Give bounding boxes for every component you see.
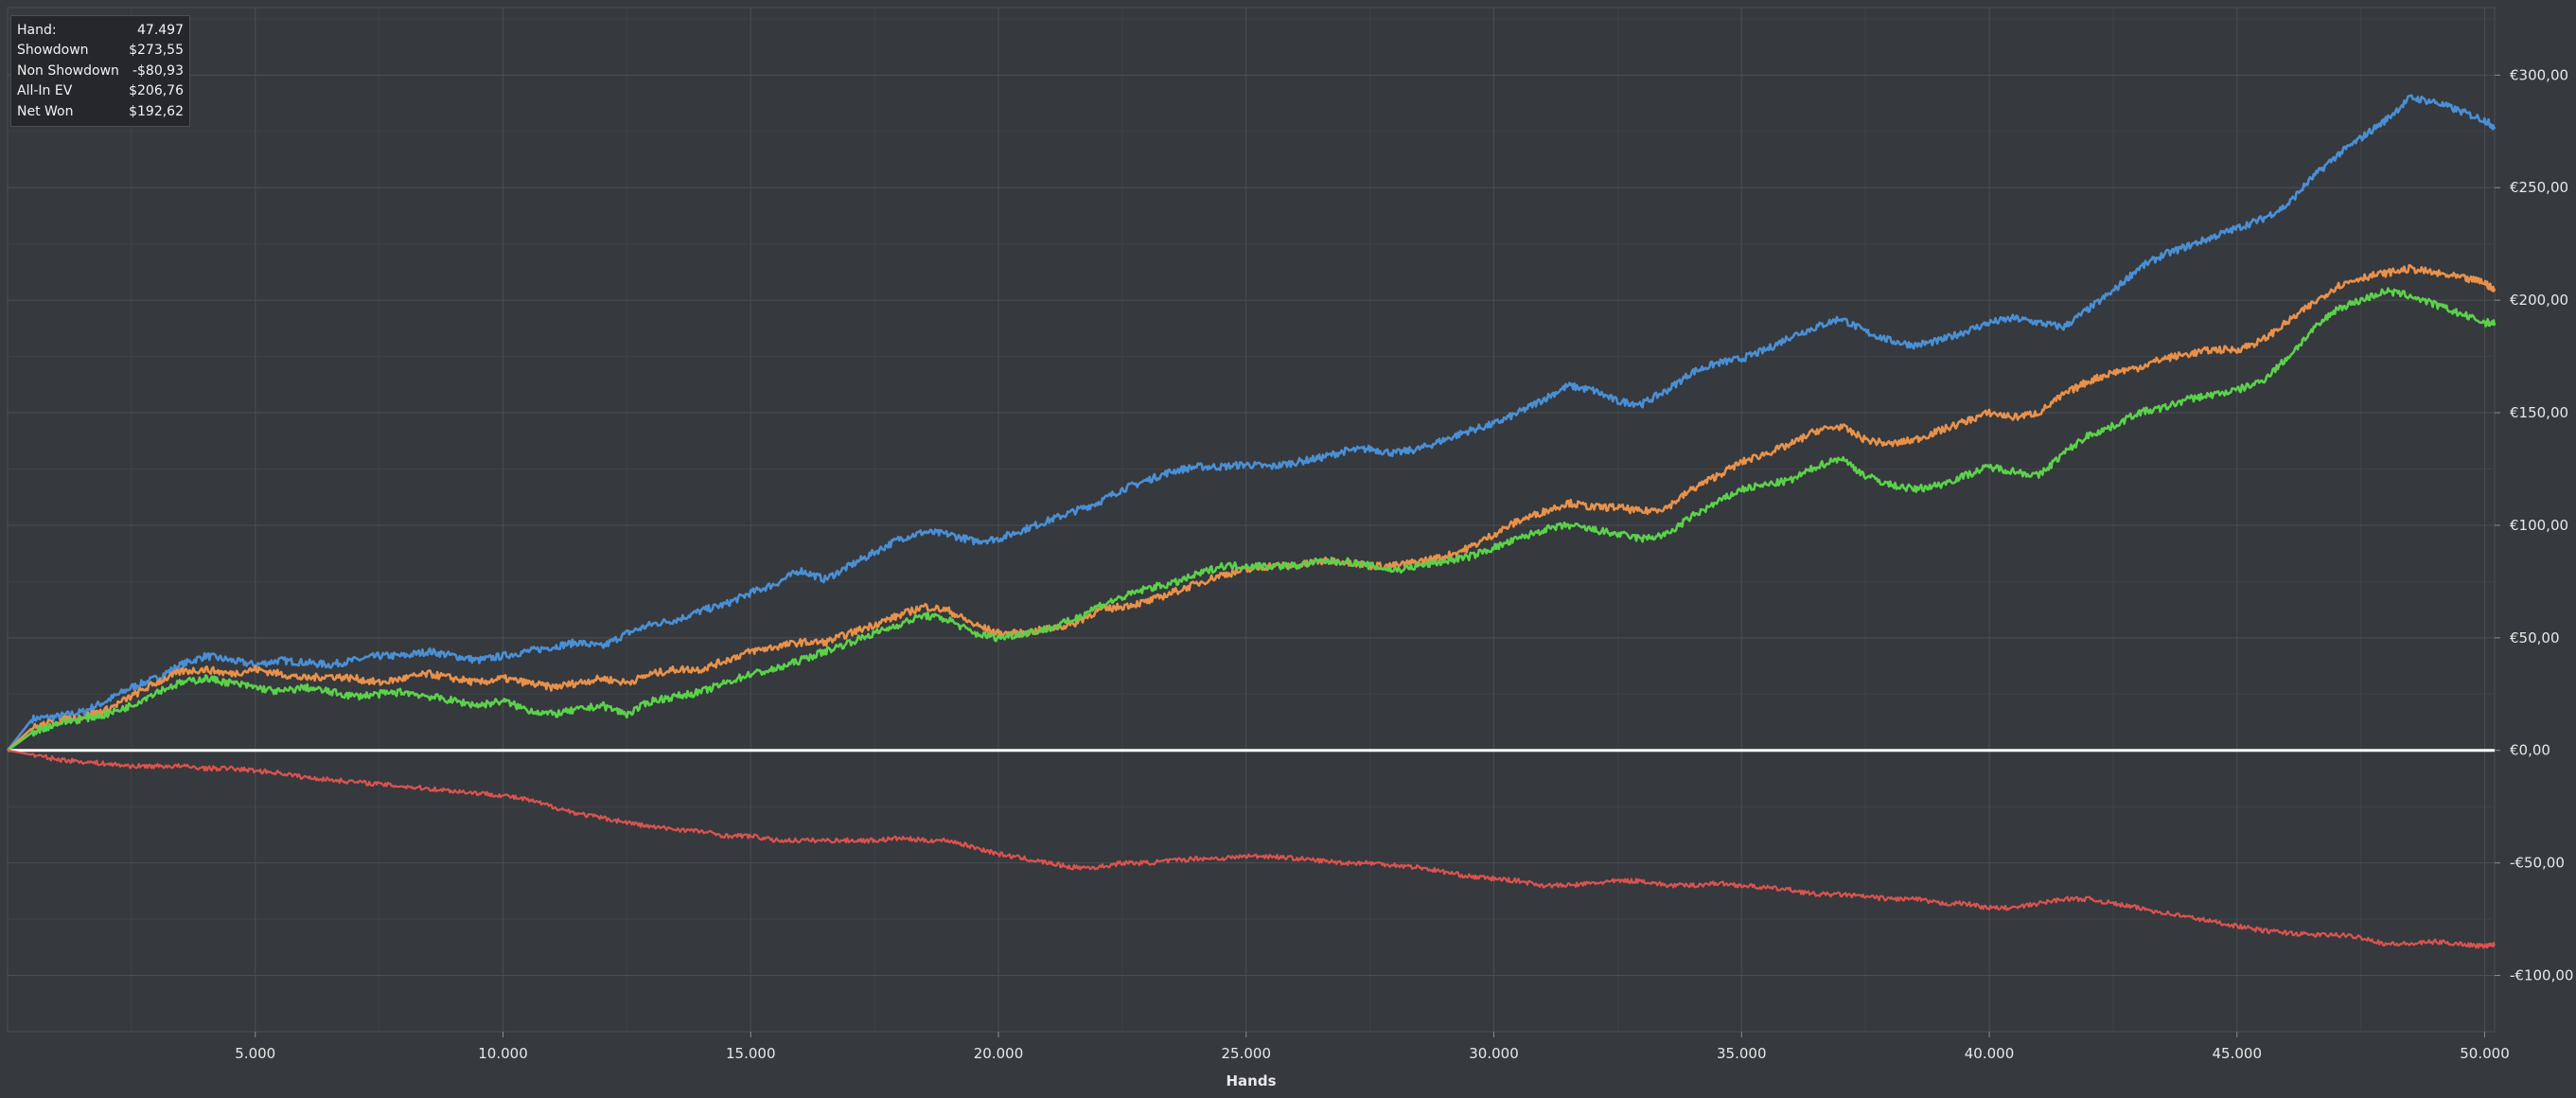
summary-value: $192,62 (129, 103, 184, 119)
y-tick-label: €250,00 (2510, 179, 2568, 196)
summary-row-non-showdown: Non Showdown -$80,93 (17, 61, 184, 81)
summary-row-net-won: Net Won $192,62 (17, 101, 184, 122)
x-axis-ticks: 5.000 10.000 15.000 20.000 25.000 30.000 35.00… (235, 1032, 2510, 1062)
x-tick-label: 45.000 (2213, 1045, 2263, 1062)
summary-label: Showdown (17, 43, 89, 59)
x-tick-label: 15.000 (726, 1045, 776, 1062)
series-line-4 (7, 749, 2497, 949)
y-tick-label: €50,00 (2510, 629, 2560, 646)
y-tick-label: €150,00 (2510, 404, 2568, 421)
y-tick-label: €0,00 (2510, 742, 2550, 759)
x-tick-label: 50.000 (2460, 1045, 2510, 1062)
series-line-1 (6, 94, 2497, 752)
summary-box: Hand: 47.497 Showdown $273,55 Non Showdo… (10, 15, 190, 127)
summary-value: 47.497 (137, 22, 184, 38)
summary-row-all-in-ev: All-In EV $206,76 (17, 81, 184, 102)
plot-area (7, 7, 2496, 1033)
summary-label: Non Showdown (17, 62, 119, 79)
series-lines (6, 94, 2497, 949)
x-axis-title: Hands (1226, 1072, 1276, 1089)
x-tick-label: 25.000 (1222, 1045, 1272, 1062)
x-tick-label: 10.000 (478, 1045, 528, 1062)
x-tick-label: 40.000 (1965, 1045, 2015, 1062)
y-tick-label: -€100,00 (2510, 967, 2573, 984)
series-line-2 (7, 263, 2497, 752)
summary-label: Net Won (17, 103, 74, 119)
summary-value: $206,76 (129, 83, 184, 99)
summary-row-hand: Hand: 47.497 (17, 20, 184, 41)
y-axis-ticks: €300,00 €250,00 €200,00 €150,00 €100,00 €50,0… (2495, 66, 2573, 984)
x-tick-label: 35.000 (1717, 1045, 1767, 1062)
summary-value: $273,55 (129, 43, 184, 59)
y-tick-label: €100,00 (2510, 517, 2568, 534)
y-tick-label: -€50,00 (2510, 855, 2565, 872)
y-tick-label: €300,00 (2510, 66, 2568, 83)
minor-grid (8, 8, 2495, 1032)
major-grid (8, 8, 2495, 1032)
summary-label: All-In EV (17, 83, 73, 99)
series-line-3 (7, 287, 2497, 752)
x-tick-label: 20.000 (974, 1045, 1024, 1062)
x-tick-label: 30.000 (1469, 1045, 1519, 1062)
summary-label: Hand: (17, 22, 57, 38)
x-tick-label: 5.000 (235, 1045, 275, 1062)
summary-value: -$80,93 (132, 62, 184, 79)
y-tick-label: €200,00 (2510, 292, 2568, 309)
summary-row-showdown: Showdown $273,55 (17, 41, 184, 62)
